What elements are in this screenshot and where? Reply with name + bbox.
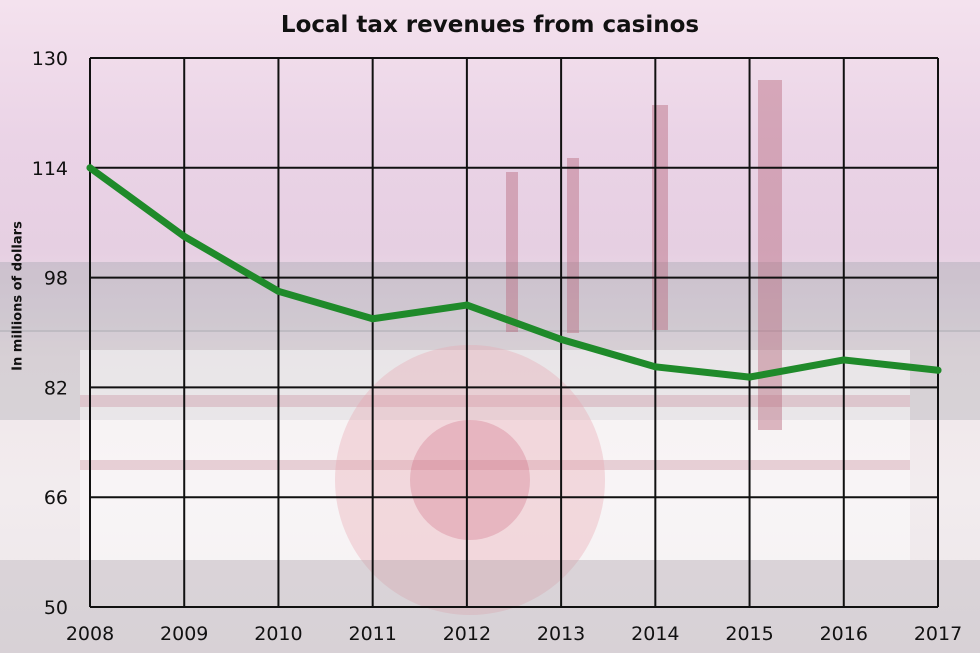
y-tick-label: 114 [32,158,68,180]
x-tick-label: 2008 [66,623,114,645]
x-tick-label: 2009 [160,623,208,645]
series-line [86,164,942,381]
y-tick-label: 66 [44,487,68,509]
x-tick-label: 2014 [631,623,679,645]
data-point [86,164,94,172]
y-tick-label: 50 [44,597,68,619]
data-point [840,356,848,364]
y-tick-label: 130 [32,48,68,70]
chart-title: Local tax revenues from casinos [280,12,700,38]
x-tick-label: 2013 [537,623,585,645]
data-point [369,315,377,323]
x-tick-label: 2015 [725,623,773,645]
y-tick-labels: 50 66 82 98 114 130 [32,48,68,619]
x-tick-label: 2010 [254,623,302,645]
data-point [274,287,282,295]
data-point [180,232,188,240]
series-layer [86,164,942,381]
y-tick-label: 98 [44,268,68,290]
x-tick-label: 2017 [914,623,962,645]
grid-lines [89,57,939,608]
data-point [463,301,471,309]
x-tick-labels: 2008 2009 2010 2011 2012 2013 2014 2015 2016 2017 [66,623,962,645]
x-tick-label: 2016 [820,623,868,645]
data-point [746,373,754,381]
data-point [934,366,942,374]
data-point [557,335,565,343]
y-tick-label: 82 [44,377,68,399]
data-point [651,363,659,371]
x-tick-label: 2012 [443,623,491,645]
x-tick-label: 2011 [348,623,396,645]
